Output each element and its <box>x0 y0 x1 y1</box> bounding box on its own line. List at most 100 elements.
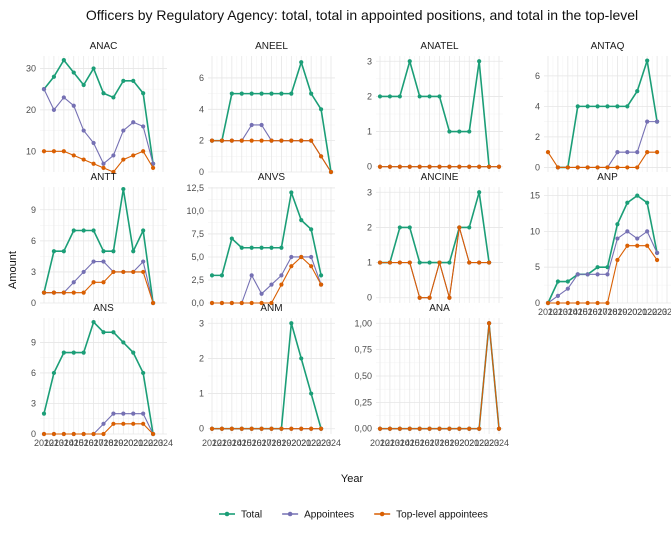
data-point-total <box>249 245 254 250</box>
data-point-top-level-appointees <box>328 169 334 175</box>
data-point-top-level-appointees <box>309 264 314 269</box>
legend-item-appointees: Appointees <box>282 510 354 521</box>
y-tick-label: 0 <box>367 293 372 303</box>
data-point-top-level-appointees <box>427 426 432 431</box>
data-point-total <box>71 70 76 75</box>
y-tick-label: 9 <box>31 205 36 215</box>
y-tick-label: 3 <box>31 267 36 277</box>
data-point-top-level-appointees <box>645 243 650 248</box>
y-tick-label: 0 <box>199 424 204 434</box>
data-point-top-level-appointees <box>477 426 482 431</box>
data-point-top-level-appointees <box>229 138 234 143</box>
y-tick-label: 0,00 <box>354 424 372 434</box>
data-point-top-level-appointees <box>575 300 580 306</box>
series-line-total <box>212 191 322 277</box>
y-tick-label: 2 <box>199 136 204 146</box>
data-point-total <box>457 129 462 134</box>
panel-title-anvs: ANVS <box>258 172 286 183</box>
data-point-top-level-appointees <box>209 138 215 143</box>
legend-item-top-level-appointees: Top-level appointees <box>374 510 488 521</box>
data-point-top-level-appointees <box>377 260 383 265</box>
panel-anp: ANP 0 5 10 15 2012201320142015201620172018201… <box>530 172 671 317</box>
data-point-total <box>239 245 244 250</box>
data-point-top-level-appointees <box>467 260 472 265</box>
data-point-top-level-appointees <box>259 426 264 431</box>
x-tick-label: 2015 <box>568 307 588 317</box>
x-axis-label: Year <box>341 473 364 485</box>
data-point-top-level-appointees <box>457 225 462 230</box>
data-point-total <box>71 228 76 233</box>
data-point-top-level-appointees <box>477 260 482 265</box>
data-point-total <box>625 200 630 205</box>
data-point-total <box>635 193 640 198</box>
data-point-top-level-appointees <box>61 431 66 437</box>
series-line-total <box>43 321 154 435</box>
data-point-total <box>318 273 324 278</box>
data-point-total <box>81 228 86 233</box>
data-point-total <box>289 321 294 326</box>
series-line-total <box>380 191 490 264</box>
data-point-total <box>91 319 96 325</box>
x-tick-label: 2023 <box>647 307 667 317</box>
data-point-total <box>269 91 274 96</box>
panel-antaq: ANTAQ 0 2 4 6 <box>535 41 671 172</box>
data-point-top-level-appointees <box>585 165 590 170</box>
x-tick-label: 2020 <box>449 438 469 448</box>
data-point-top-level-appointees <box>486 164 492 169</box>
y-tick-label: 0 <box>367 162 372 172</box>
data-point-total <box>299 60 304 65</box>
y-tick-label: 20 <box>26 105 36 115</box>
data-point-total <box>81 350 86 355</box>
data-point-appointees <box>101 259 106 264</box>
y-tick-label: 5,0 <box>191 252 204 262</box>
data-point-appointees <box>101 161 106 166</box>
data-point-top-level-appointees <box>101 165 106 170</box>
data-point-total <box>141 370 146 376</box>
data-point-top-level-appointees <box>91 161 96 166</box>
data-point-total <box>417 260 422 265</box>
data-point-top-level-appointees <box>407 426 412 431</box>
data-point-total <box>467 225 472 230</box>
data-point-appointees <box>71 103 76 108</box>
data-point-total <box>101 91 106 96</box>
data-point-top-level-appointees <box>131 421 136 426</box>
x-tick-label: 2023 <box>311 438 331 448</box>
x-tick-label: 2012 <box>538 307 558 317</box>
x-tick-label: 2016 <box>410 438 430 448</box>
data-point-total <box>141 228 146 233</box>
data-point-top-level-appointees <box>309 426 314 431</box>
data-point-top-level-appointees <box>407 260 412 265</box>
data-point-top-level-appointees <box>437 164 442 169</box>
data-point-top-level-appointees <box>635 165 640 170</box>
data-point-total <box>289 91 294 96</box>
panel-antt: ANTT 0 3 6 9 <box>31 172 167 308</box>
data-point-top-level-appointees <box>101 280 106 285</box>
data-point-total <box>309 391 314 396</box>
x-tick-label: 2016 <box>578 307 598 317</box>
y-tick-label: 2 <box>367 222 372 232</box>
y-tick-label: 2 <box>199 353 204 363</box>
data-point-total <box>309 227 314 232</box>
data-point-total <box>279 245 284 250</box>
data-point-appointees <box>141 124 146 129</box>
y-tick-label: 1 <box>367 258 372 268</box>
data-point-total <box>427 94 432 99</box>
data-point-appointees <box>249 273 254 278</box>
x-tick-label: 2022 <box>637 307 657 317</box>
data-point-top-level-appointees <box>625 243 630 248</box>
data-point-top-level-appointees <box>131 153 136 158</box>
y-tick-label: 6 <box>535 71 540 81</box>
data-point-top-level-appointees <box>457 426 462 431</box>
data-point-top-level-appointees <box>41 149 47 154</box>
facet-panels: ANAC102030ANEEL0246ANATEL0123ANTAQ0246AN… <box>26 41 671 448</box>
x-tick-label: 2015 <box>400 438 420 448</box>
data-point-top-level-appointees <box>427 295 432 300</box>
data-point-top-level-appointees <box>101 431 106 437</box>
y-tick-label: 0 <box>31 298 36 308</box>
x-tick-label: 2023 <box>479 438 499 448</box>
data-point-appointees <box>279 273 284 278</box>
y-tick-label: 3 <box>31 398 36 408</box>
data-point-total <box>309 91 314 96</box>
data-point-top-level-appointees <box>605 165 610 170</box>
